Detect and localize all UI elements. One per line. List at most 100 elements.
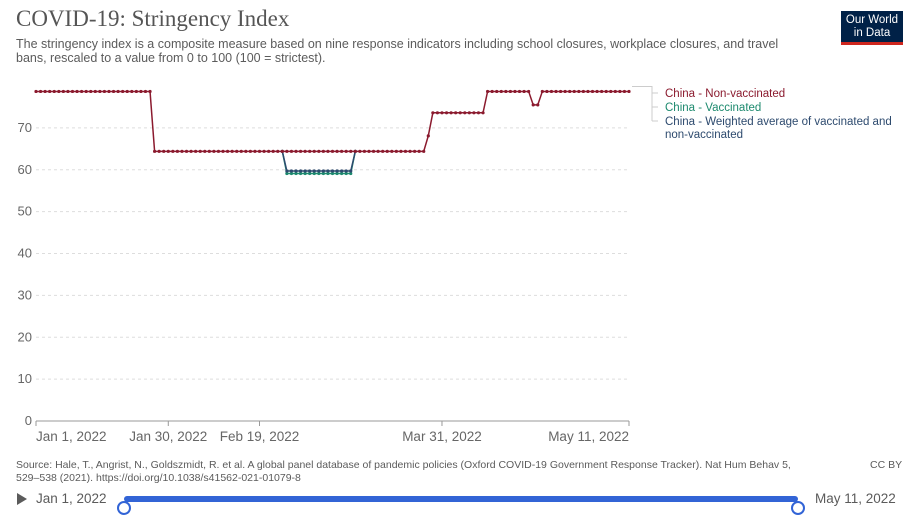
legend-connector [632, 86, 658, 94]
data-point [153, 149, 157, 153]
owid-logo[interactable]: Our World in Data [841, 11, 903, 45]
data-point [285, 171, 289, 176]
data-point [121, 89, 125, 94]
data-point [558, 89, 563, 94]
series-line [36, 90, 629, 153]
data-point [435, 111, 440, 115]
data-point [394, 149, 398, 153]
data-point [326, 169, 330, 173]
data-point [125, 89, 129, 94]
x-tick-label: Mar 31, 2022 [402, 429, 482, 444]
data-point [38, 89, 43, 94]
data-point [371, 149, 376, 153]
data-point [504, 89, 508, 94]
data-point [563, 89, 567, 94]
data-point [381, 149, 385, 153]
data-point [449, 111, 453, 115]
data-point [271, 149, 275, 153]
data-point [613, 89, 617, 94]
data-point [595, 89, 599, 94]
series-line [281, 151, 357, 172]
data-point [198, 149, 202, 153]
data-point [98, 89, 102, 94]
data-point [216, 149, 221, 153]
data-point [604, 89, 608, 94]
data-point [34, 89, 38, 94]
data-point [70, 89, 75, 94]
timeline-track[interactable] [117, 496, 805, 515]
data-point [618, 89, 622, 94]
legend-label-vaccinated: China - Vaccinated [665, 102, 761, 114]
data-point [194, 149, 198, 153]
license-link[interactable]: CC BY [870, 459, 903, 471]
data-point [490, 89, 494, 94]
series-weighted-average [280, 149, 357, 173]
data-point [508, 89, 512, 94]
data-point [235, 149, 239, 153]
data-point [326, 171, 330, 176]
timeline-slider[interactable]: Jan 1, 2022 May 11, 2022 [0, 486, 914, 515]
data-point [298, 169, 303, 173]
data-point [303, 149, 307, 153]
data-point [162, 149, 166, 153]
data-point [308, 149, 312, 153]
data-point [476, 111, 481, 115]
data-point [481, 111, 485, 115]
data-point [335, 169, 339, 173]
data-point [57, 89, 61, 94]
logo-line-2: in Data [853, 27, 891, 39]
data-point [517, 89, 522, 94]
data-point [340, 169, 344, 173]
data-point [239, 149, 243, 153]
data-point [262, 149, 266, 153]
data-point [130, 89, 134, 94]
data-point [321, 149, 325, 153]
timeline-start-label: Jan 1, 2022 [36, 491, 107, 506]
data-point [353, 149, 357, 153]
data-point [289, 169, 294, 173]
series-non-vaccinated [34, 89, 631, 153]
data-point [335, 149, 339, 153]
data-point [326, 149, 330, 153]
data-point [340, 149, 344, 153]
data-point [586, 89, 590, 94]
y-tick-label: 40 [18, 246, 32, 261]
data-point [367, 149, 371, 153]
data-point [166, 149, 170, 153]
timeline-end-handle[interactable] [791, 501, 805, 515]
data-point [285, 169, 289, 173]
data-point [257, 149, 262, 153]
data-point [294, 169, 298, 173]
data-point [294, 149, 298, 153]
data-point [527, 89, 531, 94]
line-chart: 0 10 20 30 40 50 60 70 Jan 1, 2022 Jan 30, 2022 Fe… [18, 86, 892, 444]
data-point [61, 89, 65, 94]
data-point [454, 111, 458, 115]
data-point [463, 111, 467, 115]
legend-label-weighted-average: China - Weighted average of vaccinated a… [665, 116, 892, 141]
data-point [413, 149, 417, 153]
data-point [399, 149, 403, 153]
data-point [317, 149, 321, 153]
play-icon[interactable] [17, 493, 27, 505]
data-point [212, 149, 216, 153]
data-point [440, 111, 444, 115]
data-point [444, 111, 449, 115]
data-point [244, 149, 248, 153]
data-point [107, 89, 111, 94]
data-point [289, 171, 294, 176]
data-point [472, 111, 476, 115]
data-point [175, 149, 180, 153]
data-point [554, 89, 558, 94]
data-point [590, 89, 595, 94]
data-point [303, 171, 307, 176]
data-point [225, 149, 230, 153]
data-point [426, 134, 430, 138]
x-tick-label: Jan 1, 2022 [36, 429, 107, 444]
timeline-start-handle[interactable] [117, 501, 131, 515]
timeline-end-label: May 11, 2022 [815, 491, 896, 506]
data-point [344, 149, 348, 153]
data-point [522, 89, 526, 94]
data-point [577, 89, 581, 94]
data-point [330, 171, 335, 176]
